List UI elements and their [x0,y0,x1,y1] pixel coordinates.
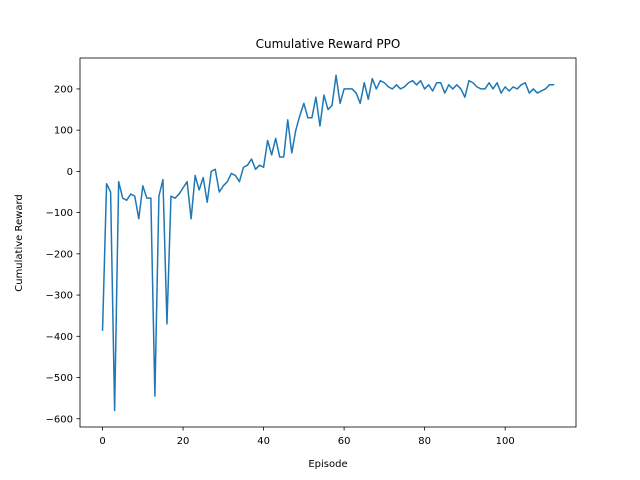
x-axis-label: Episode [308,459,347,470]
y-tick-label: −600 [46,414,73,425]
y-tick-label: −500 [46,373,73,384]
y-tick-label: −100 [46,208,73,219]
x-tick-label: 20 [177,436,190,447]
x-tick-label: 40 [257,436,270,447]
y-axis-label: Cumulative Reward [14,194,25,292]
y-tick-label: −300 [46,291,73,302]
plot-area: 0 20 40 60 80 100 −600 −500 −400 −300 −200 −100 0 100… [46,57,577,447]
y-tick-label: 0 [67,167,73,178]
y-tick-label: 200 [54,84,73,95]
x-tick-label: 80 [418,436,431,447]
y-tick-label: −400 [46,332,73,343]
axes-frame [79,57,577,428]
y-tick-label: 100 [54,126,73,137]
y-tick-label: −200 [46,249,73,260]
x-tick-label: 60 [338,436,351,447]
series-line [101,74,555,412]
x-tick-label: 100 [496,436,515,447]
x-tick-label: 0 [99,436,105,447]
chart-title: Cumulative Reward PPO [256,37,401,51]
